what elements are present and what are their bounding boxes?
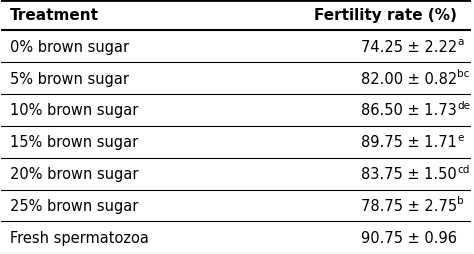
Text: e: e (457, 132, 464, 142)
Text: 10% brown sugar: 10% brown sugar (10, 103, 138, 118)
Text: 5% brown sugar: 5% brown sugar (10, 71, 129, 86)
Text: 15% brown sugar: 15% brown sugar (10, 135, 138, 150)
Text: Treatment: Treatment (10, 8, 99, 23)
Text: cd: cd (457, 164, 470, 174)
Text: a: a (457, 37, 464, 47)
Text: 20% brown sugar: 20% brown sugar (10, 166, 138, 181)
Text: 25% brown sugar: 25% brown sugar (10, 198, 138, 213)
Text: 0% brown sugar: 0% brown sugar (10, 40, 129, 54)
Text: 86.50 ± 1.73: 86.50 ± 1.73 (361, 103, 457, 118)
Text: 78.75 ± 2.75: 78.75 ± 2.75 (361, 198, 457, 213)
Text: 82.00 ± 0.82: 82.00 ± 0.82 (361, 71, 457, 86)
Text: de: de (457, 100, 470, 110)
Text: 89.75 ± 1.71: 89.75 ± 1.71 (361, 135, 457, 150)
Text: 90.75 ± 0.96: 90.75 ± 0.96 (361, 230, 457, 245)
Text: Fresh spermatozoa: Fresh spermatozoa (10, 230, 149, 245)
Text: 74.25 ± 2.22: 74.25 ± 2.22 (361, 40, 457, 54)
Text: Fertility rate (%): Fertility rate (%) (314, 8, 457, 23)
Text: b: b (457, 196, 464, 206)
Text: 83.75 ± 1.50: 83.75 ± 1.50 (361, 166, 457, 181)
Text: bc: bc (457, 69, 470, 79)
